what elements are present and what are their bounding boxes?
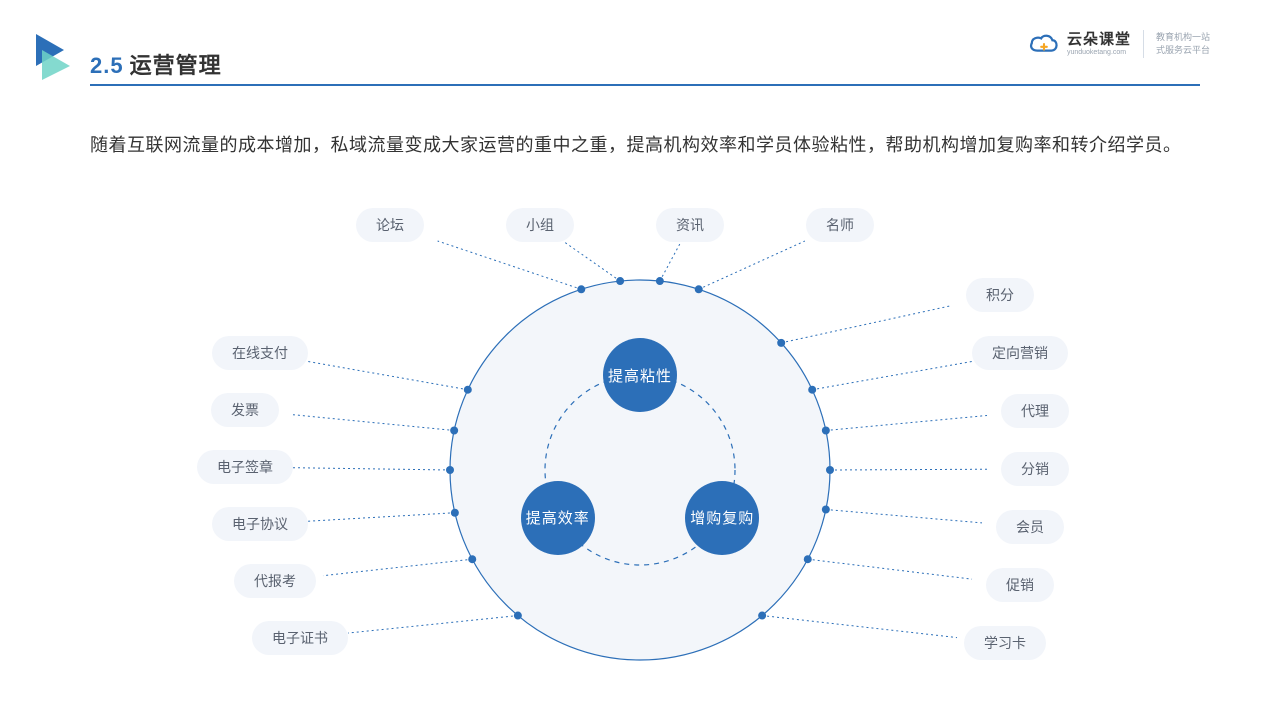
- cloud-icon: [1029, 33, 1059, 55]
- body-paragraph: 随着互联网流量的成本增加，私域流量变成大家运营的重中之重，提高机构效率和学员体验…: [90, 130, 1190, 161]
- pill-left-4: 代报考: [234, 564, 316, 598]
- pill-right-0: 积分: [966, 278, 1034, 312]
- pill-top-3: 名师: [806, 208, 874, 242]
- pill-left-1: 发票: [211, 393, 279, 427]
- logo-slogan: 教育机构一站 式服务云平台: [1156, 31, 1210, 56]
- brand-logo: 云朵课堂 yunduoketang.com 教育机构一站 式服务云平台: [1029, 30, 1210, 58]
- logo-text: 云朵课堂: [1067, 32, 1131, 47]
- pill-right-4: 会员: [996, 510, 1064, 544]
- page-title: 2.5运营管理: [90, 48, 222, 80]
- title-text: 运营管理: [130, 53, 222, 78]
- pill-top-1: 小组: [506, 208, 574, 242]
- pill-right-1: 定向营销: [972, 336, 1068, 370]
- diagram-canvas: [0, 0, 1280, 720]
- core-node-2: 增购复购: [685, 481, 759, 555]
- pill-right-2: 代理: [1001, 394, 1069, 428]
- pill-right-3: 分销: [1001, 452, 1069, 486]
- pill-left-5: 电子证书: [252, 621, 348, 655]
- logo-domain: yunduoketang.com: [1067, 49, 1131, 56]
- pill-left-3: 电子协议: [212, 507, 308, 541]
- core-node-1: 提高效率: [521, 481, 595, 555]
- pill-left-0: 在线支付: [212, 336, 308, 370]
- pill-top-2: 资讯: [656, 208, 724, 242]
- pill-right-5: 促销: [986, 568, 1054, 602]
- section-number: 2.5: [90, 53, 124, 78]
- header-arrow-icon: [36, 34, 76, 80]
- diagram-overlay: 论坛 小组 资讯 名师在线支付发票电子签章电子协议代报考电子证书 积分定向营销代理分销会…: [0, 0, 1280, 720]
- pill-left-2: 电子签章: [197, 450, 293, 484]
- pill-right-6: 学习卡: [964, 626, 1046, 660]
- title-underline: [90, 84, 1200, 86]
- pill-top-0: 论坛: [356, 208, 424, 242]
- core-node-0: 提高粘性: [603, 338, 677, 412]
- logo-separator: [1143, 30, 1144, 58]
